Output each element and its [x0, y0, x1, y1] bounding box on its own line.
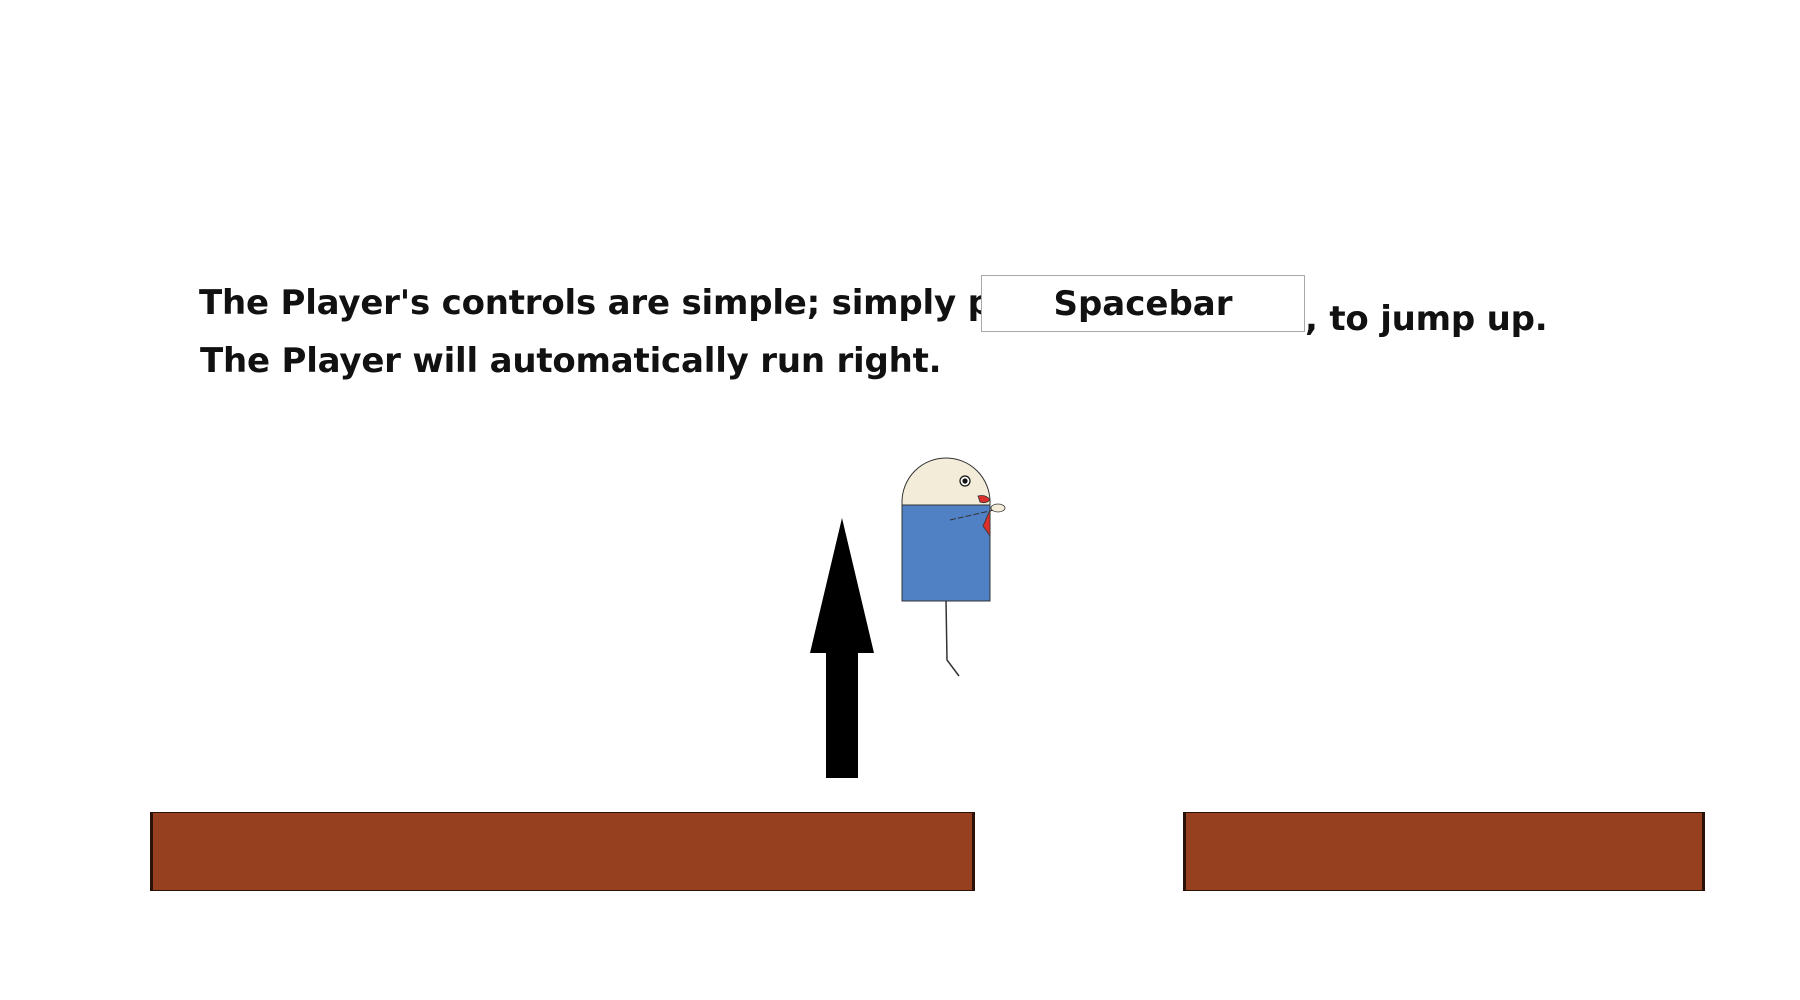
arrow-shape	[810, 518, 874, 778]
instruction-line-1-suffix: , to jump up.	[1305, 299, 1548, 339]
instruction-line-1: The Player's controls are simple; simply…	[199, 283, 1072, 323]
player-hand	[990, 503, 1006, 513]
platform-left	[150, 812, 975, 891]
instruction-line-2: The Player will automatically run right.	[200, 341, 942, 381]
platform-right	[1183, 812, 1705, 891]
player-pupil	[962, 478, 968, 484]
player-leg	[945, 599, 960, 677]
player-head	[901, 457, 991, 506]
spacebar-key-button[interactable]: Spacebar	[981, 275, 1305, 332]
player-arm	[949, 509, 995, 521]
player-mouth	[977, 495, 991, 504]
player-body	[901, 504, 991, 602]
spacebar-key-label: Spacebar	[1053, 283, 1233, 324]
player-tie	[982, 509, 991, 538]
